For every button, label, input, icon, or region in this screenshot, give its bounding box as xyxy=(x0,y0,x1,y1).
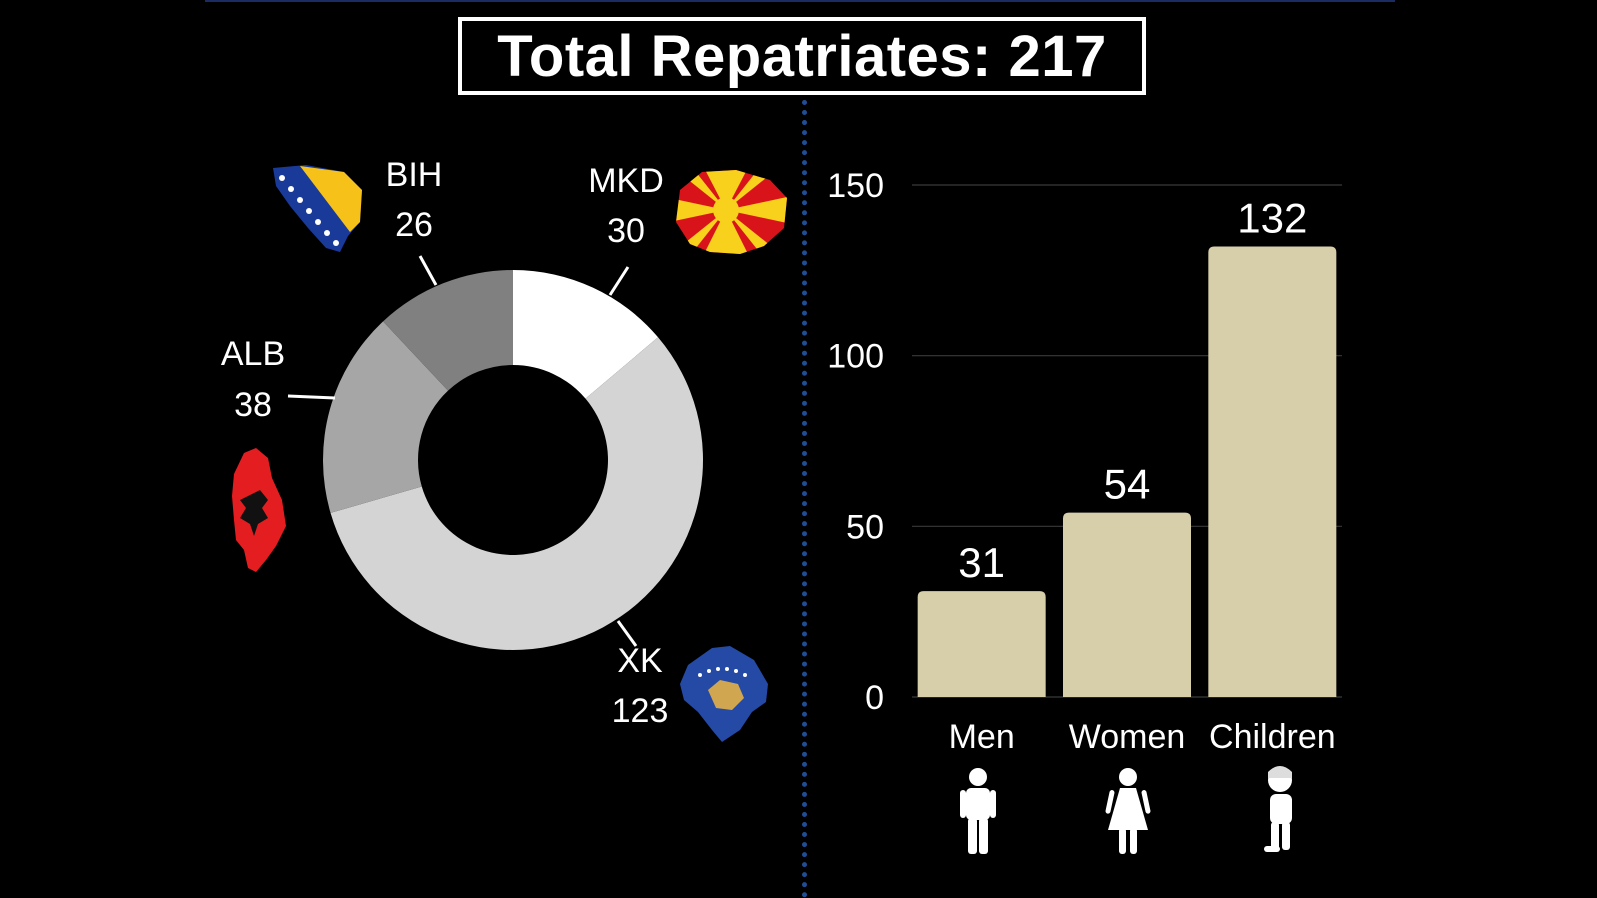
bar-chart: 31 Men 54 Women 132 Children xyxy=(917,194,1337,756)
x-tick-label: Men xyxy=(949,718,1015,756)
y-tick-label: 50 xyxy=(846,508,884,546)
slice-value-bih: 26 xyxy=(395,206,433,244)
y-tick-labels: 0 50 100 150 xyxy=(827,167,884,717)
donut-slice-bih xyxy=(383,270,513,391)
slice-label-mkd: MKD xyxy=(588,162,664,200)
slice-value-alb: 38 xyxy=(234,386,272,424)
chart-title: Total Repatriates: 217 xyxy=(497,23,1107,89)
donut-slice-xk xyxy=(330,337,703,650)
x-tick-label: Women xyxy=(1069,718,1186,756)
north-macedonia-flag-icon xyxy=(676,170,787,254)
title-box: Total Repatriates: 217 xyxy=(458,17,1146,95)
y-tick-label: 0 xyxy=(865,679,884,717)
bosnia-flag-icon xyxy=(273,165,362,252)
y-tick-label: 100 xyxy=(827,338,884,376)
y-tick-label: 150 xyxy=(827,167,884,205)
kosovo-flag-icon xyxy=(680,646,768,742)
bar-children xyxy=(1208,246,1337,697)
donut-chart xyxy=(323,270,703,650)
bar-value-label: 31 xyxy=(958,539,1005,586)
leader-line-xk xyxy=(616,620,638,647)
donut-slice-mkd xyxy=(513,270,659,399)
bar-value-label: 132 xyxy=(1237,194,1307,241)
child-icon xyxy=(1264,766,1292,852)
slice-label-bih: BIH xyxy=(386,156,443,194)
bar-men xyxy=(917,591,1046,697)
slice-value-xk: 123 xyxy=(612,692,669,730)
leader-line-mkd xyxy=(608,266,630,296)
slice-value-mkd: 30 xyxy=(607,212,645,250)
woman-icon xyxy=(1105,768,1151,854)
donut-labels: MKD 30 XK 123 ALB 38 BIH 26 xyxy=(221,156,669,730)
section-divider xyxy=(802,100,807,898)
albania-flag-icon xyxy=(232,448,286,572)
slice-label-alb: ALB xyxy=(221,335,285,373)
top-accent-line xyxy=(205,0,1395,2)
leader-line-alb xyxy=(287,394,336,400)
bar-women xyxy=(1063,512,1191,697)
x-tick-label: Children xyxy=(1209,718,1336,756)
slice-label-xk: XK xyxy=(617,642,663,680)
bar-value-label: 54 xyxy=(1104,461,1151,508)
man-icon xyxy=(960,768,996,854)
leader-line-bih xyxy=(418,255,438,286)
donut-slice-alb xyxy=(323,321,449,513)
